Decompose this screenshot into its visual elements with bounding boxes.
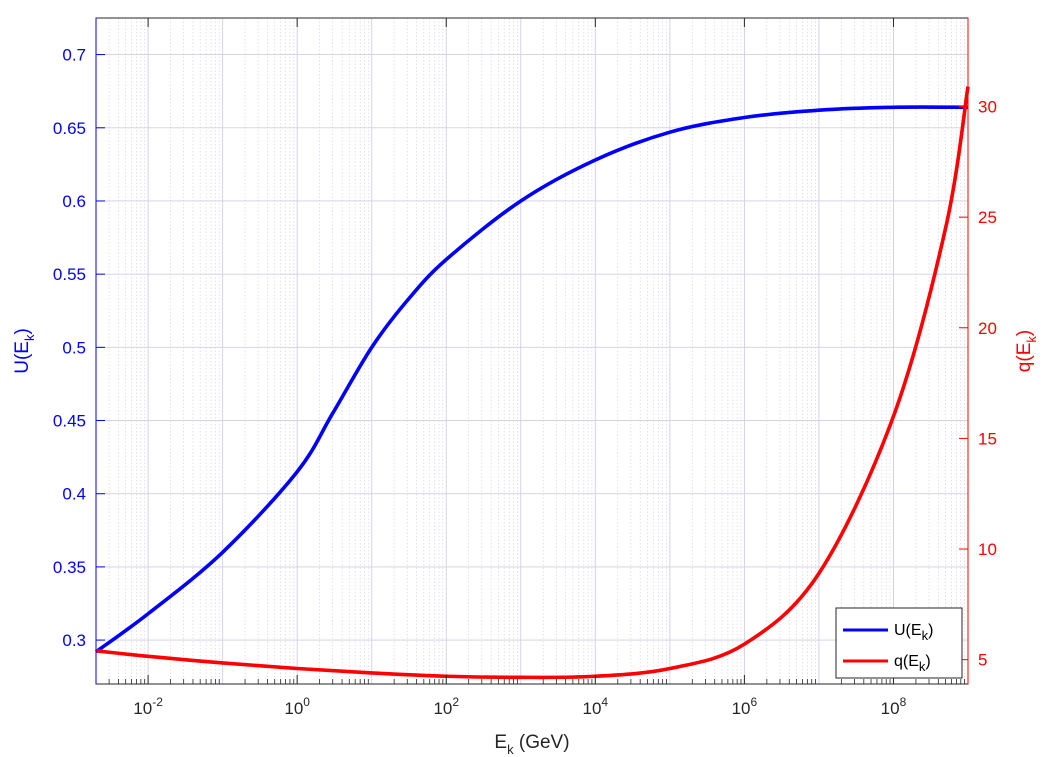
minor-grid <box>108 18 965 684</box>
left-tick-label: 0.6 <box>62 192 86 211</box>
legend-label-q: q(Ek) <box>894 653 931 674</box>
x-tick-label: 100 <box>284 695 310 718</box>
left-tick-label: 0.55 <box>53 265 86 284</box>
left-tick-label: 0.45 <box>53 412 86 431</box>
legend-label-u: U(Ek) <box>894 622 933 643</box>
series-layer <box>94 86 970 680</box>
right-tick-label: 25 <box>978 208 997 227</box>
right-tick-label: 15 <box>978 429 997 448</box>
right-tick-label: 10 <box>978 540 997 559</box>
right-y-axis: 5 10 15 20 25 30 <box>959 18 997 684</box>
left-y-axis: 0.3 0.35 0.4 0.45 0.5 0.55 0.6 0.65 0.7 <box>53 18 105 684</box>
right-y-axis-label: q(Ek) <box>1014 330 1039 372</box>
left-tick-label: 0.7 <box>62 46 86 65</box>
x-tick-label: 106 <box>732 695 758 718</box>
legend-box <box>835 607 963 679</box>
x-axis-label: Ek (GeV) <box>494 732 569 757</box>
x-axis: 10-2 100 102 104 106 108 <box>108 18 965 718</box>
left-tick-label: 0.65 <box>53 119 86 138</box>
x-tick-label: 108 <box>881 695 907 718</box>
x-tick-label: 10-2 <box>133 695 163 718</box>
legend: U(Ek) q(Ek) <box>835 607 963 679</box>
x-tick-label: 102 <box>433 695 459 718</box>
x-tick-label: 104 <box>583 695 609 718</box>
left-tick-label: 0.3 <box>62 631 86 650</box>
series-line-u <box>94 105 969 654</box>
left-tick-label: 0.5 <box>62 338 86 357</box>
right-tick-label: 20 <box>978 319 997 338</box>
series-line-q <box>95 86 970 680</box>
major-grid <box>96 18 968 684</box>
right-tick-label: 30 <box>978 98 997 117</box>
left-y-axis-label: U(Ek) <box>12 328 37 374</box>
right-tick-label: 5 <box>978 651 987 670</box>
plot-area <box>96 18 968 684</box>
left-tick-label: 0.4 <box>62 485 86 504</box>
left-tick-label: 0.35 <box>53 558 86 577</box>
